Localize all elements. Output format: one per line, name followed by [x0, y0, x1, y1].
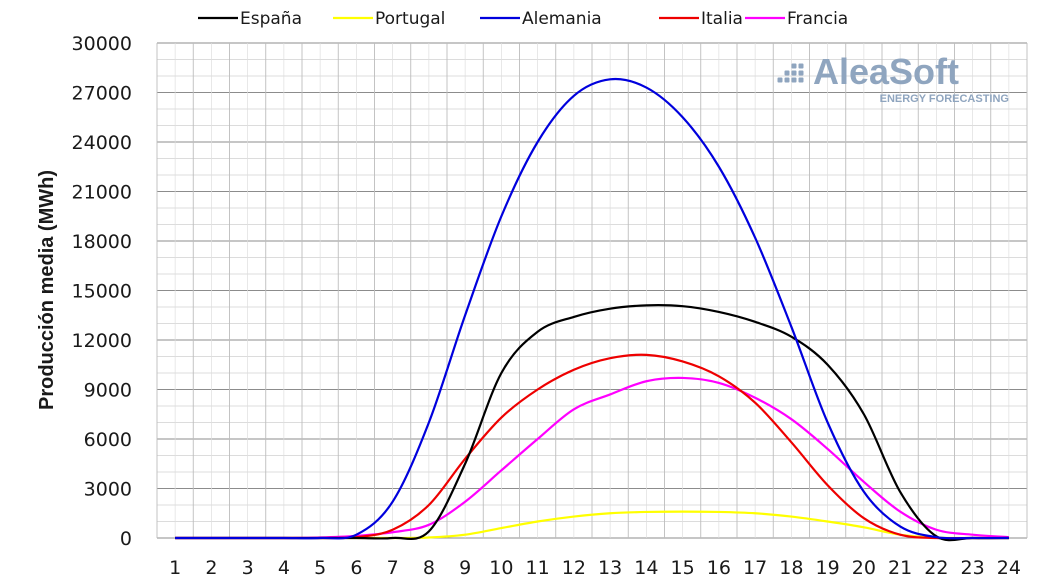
legend-label-francia: Francia	[787, 9, 848, 29]
logo-dot	[784, 77, 790, 83]
x-tick-label: 8	[423, 557, 435, 576]
x-tick-label: 23	[961, 557, 985, 576]
series-lines	[175, 77, 1009, 542]
x-tick-label: 17	[743, 557, 767, 576]
x-tick-label: 2	[205, 557, 217, 576]
y-tick-label: 0	[120, 528, 132, 550]
x-tick-label: 24	[997, 557, 1021, 576]
x-tick-label: 13	[598, 557, 622, 576]
legend-label-italia: Italia	[701, 9, 743, 29]
logo-dot	[791, 77, 797, 83]
x-tick-label: 7	[387, 557, 399, 576]
y-tick-label: 6000	[84, 429, 132, 451]
legend-label-portugal: Portugal	[375, 9, 445, 29]
x-tick-label: 3	[242, 557, 254, 576]
aleasoft-logo: AleaSoft ENERGY FORECASTING	[777, 51, 1009, 105]
logo-text: AleaSoft	[813, 51, 959, 92]
x-tick-label: 21	[888, 557, 912, 576]
y-tick-label: 30000	[72, 33, 132, 55]
legend-label-espana: España	[240, 9, 302, 29]
x-tick-label: 10	[489, 557, 513, 576]
x-tick-label: 1	[169, 557, 181, 576]
logo-dots-icon	[777, 63, 804, 83]
series-line-alemania	[175, 77, 1009, 540]
logo-subtitle: ENERGY FORECASTING	[880, 93, 1009, 105]
y-tick-label: 18000	[72, 231, 132, 253]
y-axis-tick-labels: 0 3000 6000 9000 12000 15000 18000 21000 24000 27…	[72, 33, 132, 550]
y-tick-label: 12000	[72, 330, 132, 352]
x-tick-label: 16	[707, 557, 731, 576]
y-tick-label: 3000	[84, 479, 132, 501]
logo-dot	[777, 77, 783, 83]
x-tick-label: 14	[634, 557, 658, 576]
x-tick-label: 4	[278, 557, 290, 576]
x-tick-label: 5	[314, 557, 326, 576]
x-tick-label: 18	[779, 557, 803, 576]
legend-label-alemania: Alemania	[522, 9, 602, 29]
y-axis-label: Producción media (MWh)	[36, 170, 58, 410]
y-tick-label: 27000	[72, 83, 132, 105]
y-tick-label: 15000	[72, 281, 132, 303]
logo-dot	[798, 77, 804, 83]
y-tick-label: 21000	[72, 182, 132, 204]
y-tick-label: 9000	[84, 380, 132, 402]
x-tick-label: 6	[350, 557, 362, 576]
x-tick-label: 20	[852, 557, 876, 576]
x-tick-label: 11	[526, 557, 550, 576]
y-tick-label: 24000	[72, 132, 132, 154]
x-tick-label: 22	[924, 557, 948, 576]
logo-dot	[784, 70, 790, 76]
logo-dot	[791, 70, 797, 76]
x-tick-label: 9	[459, 557, 471, 576]
x-axis-tick-labels: 1 2 3 4 5 6 7 8 9 10 11 12 13 14 15 16 17 18 19 20 21 22 23 24	[169, 557, 1021, 576]
x-tick-label: 15	[671, 557, 695, 576]
grid	[156, 42, 1028, 539]
legend: España Portugal Alemania Italia Francia	[198, 9, 848, 29]
logo-dot	[798, 70, 804, 76]
logo-dot	[798, 63, 804, 69]
logo-dot	[791, 63, 797, 69]
x-tick-label: 19	[816, 557, 840, 576]
x-tick-label: 12	[562, 557, 586, 576]
